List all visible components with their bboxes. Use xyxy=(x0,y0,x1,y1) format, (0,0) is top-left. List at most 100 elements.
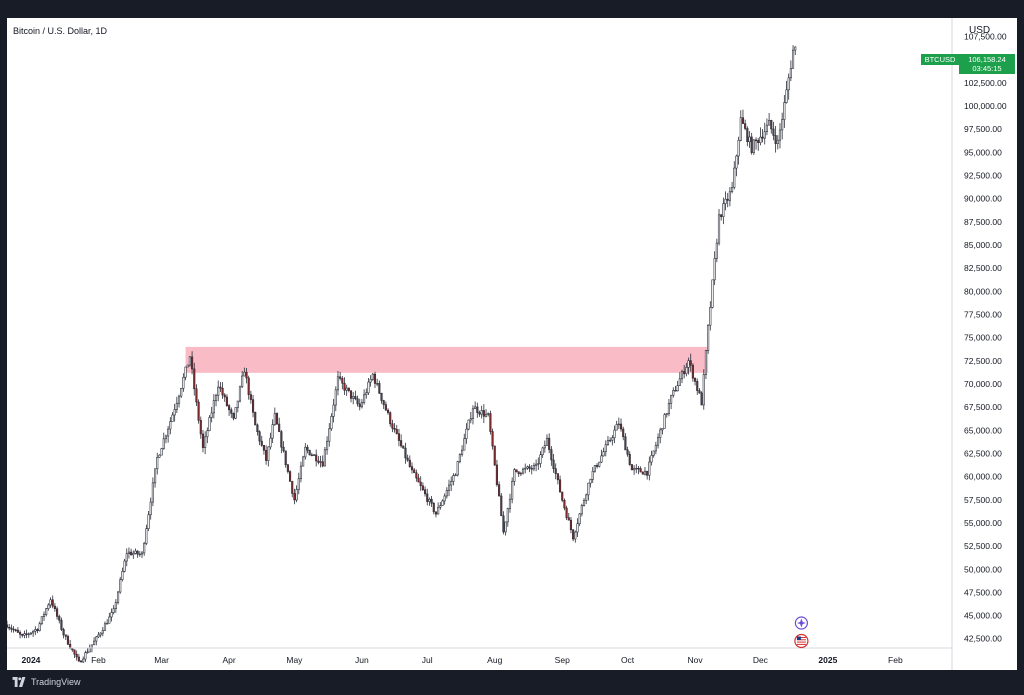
candle xyxy=(404,442,407,464)
candle-body xyxy=(628,453,631,465)
price-tick-label: 57,500.00 xyxy=(964,495,1002,505)
candle-body xyxy=(138,553,141,556)
candle-body xyxy=(184,366,187,378)
candle-body xyxy=(763,131,766,139)
time-axis[interactable]: Dec2024FebMarAprMayJunJulAugSepOctNovDec… xyxy=(7,655,903,665)
candle xyxy=(781,112,784,140)
footer-brand[interactable]: TradingView xyxy=(31,677,81,687)
candle-body xyxy=(256,424,259,432)
candle xyxy=(21,633,24,638)
candle-body xyxy=(214,395,218,401)
candle xyxy=(332,398,335,423)
price-tick-label: 107,500.00 xyxy=(964,32,1007,42)
candle xyxy=(58,614,61,624)
candle-body xyxy=(689,360,692,366)
candle xyxy=(60,617,63,632)
candle xyxy=(432,501,435,515)
candle-body xyxy=(787,77,790,91)
time-tick-label: Feb xyxy=(888,655,903,665)
candle-body xyxy=(428,498,431,502)
candle xyxy=(125,548,128,567)
candle-body xyxy=(125,553,128,562)
candle-body xyxy=(101,630,104,634)
candle-body xyxy=(622,428,625,438)
candle-body xyxy=(286,464,289,472)
candle-body xyxy=(158,454,161,458)
candle xyxy=(765,118,768,136)
candle xyxy=(147,511,150,532)
candle-body xyxy=(676,385,679,392)
candle xyxy=(282,441,285,453)
candle xyxy=(367,378,370,396)
candle-body xyxy=(604,444,607,452)
candle-body xyxy=(574,531,577,540)
candle-body xyxy=(393,427,396,430)
time-tick-label: Jun xyxy=(355,655,369,665)
candle-body xyxy=(500,495,503,517)
candle-body xyxy=(591,470,594,480)
candle-body xyxy=(717,214,721,244)
candle-body xyxy=(397,433,400,441)
candle-body xyxy=(130,551,133,556)
candle-body xyxy=(156,457,159,470)
candle xyxy=(617,417,620,429)
candle xyxy=(709,301,712,331)
candle xyxy=(201,429,205,453)
candle xyxy=(7,620,9,629)
candle xyxy=(776,135,779,150)
candle-body xyxy=(223,394,226,398)
candle-body xyxy=(430,498,433,504)
candle-body xyxy=(774,135,777,144)
candle-body xyxy=(330,416,333,430)
candle xyxy=(349,390,353,403)
candle-body xyxy=(785,89,788,103)
price-chart[interactable]: 107,500.00 102,500.00 100,000.00 97,500.00 9… xyxy=(7,18,1017,670)
candle xyxy=(728,187,731,207)
candle-body xyxy=(147,514,150,530)
candle-body xyxy=(269,437,272,448)
candle xyxy=(315,449,318,467)
candle xyxy=(164,434,168,444)
candle-body xyxy=(306,446,309,451)
candle xyxy=(635,464,638,474)
candle xyxy=(280,429,283,454)
candle xyxy=(556,473,559,485)
us-flag-icon[interactable] xyxy=(794,633,809,649)
candle xyxy=(101,627,104,637)
candle-body xyxy=(606,440,610,446)
candle-body xyxy=(593,465,596,472)
price-tick-label: 92,500.00 xyxy=(964,171,1002,181)
candle xyxy=(768,113,771,126)
candle-body xyxy=(376,383,379,385)
candle xyxy=(702,369,705,410)
candle-body xyxy=(624,436,627,451)
candle xyxy=(402,445,405,449)
candle xyxy=(456,460,459,477)
candle-body xyxy=(508,498,512,509)
resistance-zone[interactable] xyxy=(185,346,709,373)
candle-body xyxy=(108,616,111,624)
event-star-icon[interactable] xyxy=(794,616,809,630)
price-tick-label: 100,000.00 xyxy=(964,101,1007,111)
candle xyxy=(343,377,346,395)
candle xyxy=(86,648,89,654)
candle-body xyxy=(319,461,322,463)
candle-body xyxy=(437,506,440,515)
currency-label[interactable]: USD xyxy=(969,25,991,36)
candle xyxy=(498,481,501,497)
candle-body xyxy=(326,440,329,451)
price-tick-label: 52,500.00 xyxy=(964,541,1002,551)
candle-body xyxy=(528,466,531,469)
candle xyxy=(140,551,144,558)
candle xyxy=(785,80,788,104)
candle-body xyxy=(589,479,592,484)
tradingview-logo-icon[interactable] xyxy=(12,677,26,687)
price-axis[interactable]: 107,500.00 102,500.00 100,000.00 97,500.00 9… xyxy=(964,32,1007,644)
candle-body xyxy=(698,390,701,394)
candle xyxy=(624,433,627,451)
candle-body xyxy=(521,468,525,474)
time-tick-label: Feb xyxy=(91,655,106,665)
candles-layer xyxy=(7,45,797,663)
candle xyxy=(700,391,703,406)
resistance-zone-layer xyxy=(185,346,709,373)
